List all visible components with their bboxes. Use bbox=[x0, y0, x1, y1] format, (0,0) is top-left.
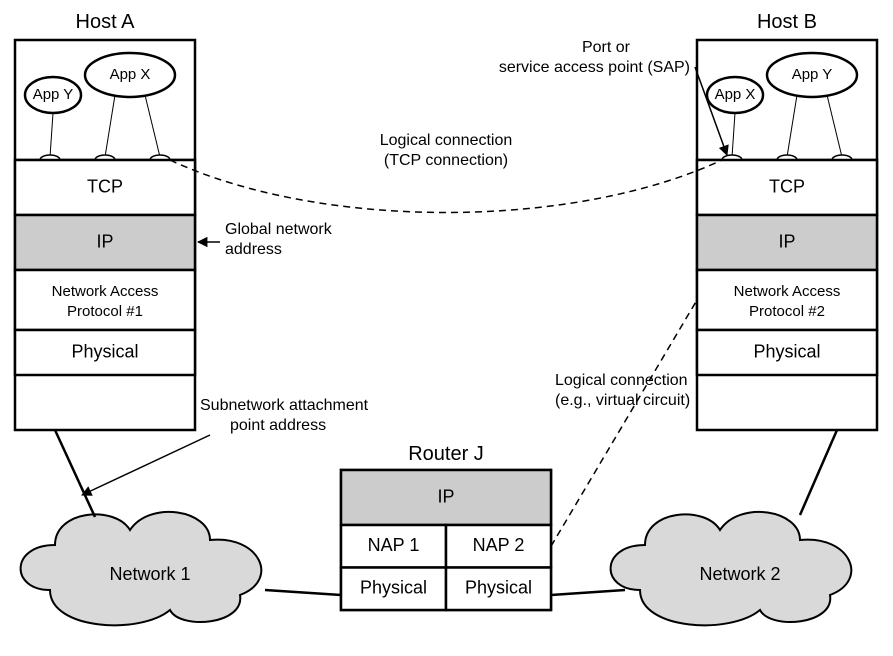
svg-text:Network Access: Network Access bbox=[734, 283, 841, 300]
tcp-annot-2: (TCP connection) bbox=[384, 152, 508, 169]
sub-attach-arrow bbox=[82, 435, 210, 495]
nap1-label: NAP 1 bbox=[368, 535, 420, 555]
host-b-layer-1-label: IP bbox=[778, 231, 795, 251]
virtual-circuit bbox=[551, 300, 697, 546]
sub-attach-2: point address bbox=[230, 417, 326, 434]
svg-text:Physical: Physical bbox=[360, 578, 427, 598]
sub-attach-1: Subnetwork attachment bbox=[200, 397, 369, 414]
host-a-title: Host A bbox=[76, 11, 136, 33]
app-x-label: App X bbox=[110, 66, 151, 83]
host-a: Host A App Y App X TCP IP Network Access Proto… bbox=[15, 11, 195, 430]
host-b-layer-0-label: TCP bbox=[769, 176, 805, 196]
link-hosta-net1 bbox=[55, 430, 95, 517]
host-b-title: Host B bbox=[757, 11, 817, 33]
svg-text:Network Access: Network Access bbox=[52, 283, 159, 300]
app-y-label: App Y bbox=[33, 86, 74, 103]
host-b-layer-2 bbox=[697, 270, 877, 330]
link-router-net2 bbox=[551, 590, 625, 595]
nap2-label: NAP 2 bbox=[473, 535, 525, 555]
router: Router J IP NAP 1 NAP 2 Physical Physical bbox=[341, 443, 551, 610]
app-x-label: App X bbox=[715, 86, 756, 103]
svg-text:Physical: Physical bbox=[465, 578, 532, 598]
network-1: Network 1 bbox=[21, 512, 262, 625]
host-a-layer-2 bbox=[15, 270, 195, 330]
network-2: Network 2 bbox=[611, 512, 852, 625]
host-b: Host B App X App Y TCP IP Network Access Proto… bbox=[697, 11, 877, 430]
link-net1-router bbox=[265, 590, 341, 595]
link-hostb-net2 bbox=[800, 430, 837, 515]
tcp-annot-1: Logical connection bbox=[380, 132, 513, 149]
app-y-label: App Y bbox=[792, 66, 833, 83]
network-2-label: Network 2 bbox=[699, 564, 780, 584]
global-addr-1: Global network bbox=[225, 221, 333, 238]
host-a-layer-1-label: IP bbox=[96, 231, 113, 251]
network-1-label: Network 1 bbox=[109, 564, 190, 584]
virt-circ-1: Logical connection bbox=[555, 372, 688, 389]
host-a-layer-0-label: TCP bbox=[87, 176, 123, 196]
host-b-layer-3-label: Physical bbox=[753, 341, 820, 361]
global-addr-2: address bbox=[225, 241, 282, 258]
router-ip-label: IP bbox=[437, 486, 454, 506]
svg-text:Protocol #2: Protocol #2 bbox=[749, 303, 825, 320]
virt-circ-2: (e.g., virtual circuit) bbox=[555, 392, 690, 409]
sap-annot-2: service access point (SAP) bbox=[499, 59, 690, 76]
sap-annot-1: Port or bbox=[582, 39, 631, 56]
host-a-layer-3-label: Physical bbox=[71, 341, 138, 361]
svg-text:Protocol #1: Protocol #1 bbox=[67, 303, 143, 320]
router-title: Router J bbox=[408, 443, 484, 465]
